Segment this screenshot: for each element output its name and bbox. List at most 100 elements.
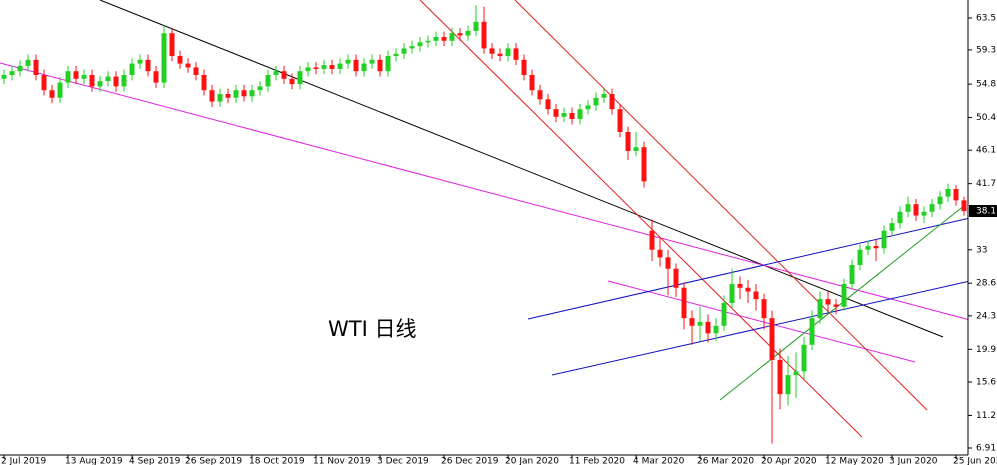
candle-body	[257, 86, 263, 91]
candle-body	[313, 67, 319, 69]
candle-body	[97, 81, 103, 87]
candle-body	[225, 93, 231, 98]
candle-body	[289, 78, 295, 85]
candle-body	[49, 90, 55, 98]
candle-body	[177, 56, 183, 64]
y-tick-label: 50.4	[976, 113, 996, 123]
y-tick-label: 28.6	[976, 279, 996, 289]
candle-body	[929, 204, 935, 212]
candle-body	[273, 71, 279, 75]
candle-body	[153, 71, 159, 83]
candle-body	[353, 59, 359, 72]
candle-body	[745, 287, 751, 292]
x-tick-label: 18 Oct 2019	[249, 457, 305, 465]
candle-body	[481, 21, 487, 49]
candle-body	[833, 304, 839, 307]
candle-body	[689, 318, 695, 326]
candle-body	[673, 268, 679, 288]
candle-body	[529, 74, 535, 91]
candle-body	[889, 223, 895, 231]
trend-line	[527, 217, 971, 320]
trend-line	[551, 280, 971, 376]
candle-body	[497, 53, 503, 57]
x-tick-label: 20 Jan 2020	[505, 457, 559, 465]
price-axis-panel	[968, 0, 997, 465]
candle-body	[9, 71, 15, 75]
candle-body	[137, 59, 143, 64]
trend-line	[0, 62, 971, 321]
candle-body	[329, 65, 335, 69]
candle-body	[905, 204, 911, 212]
candle-body	[217, 93, 223, 102]
candle-body	[681, 287, 687, 319]
x-tick-label: 25 Jun 2020	[953, 457, 997, 465]
candle-body	[761, 299, 767, 319]
candle-body	[441, 37, 447, 41]
candle-body	[409, 46, 415, 49]
candle-body	[857, 249, 863, 265]
candle-body	[1, 74, 7, 79]
candle-body	[865, 245, 871, 250]
candle-body	[113, 76, 119, 87]
x-tick-label: 11 Feb 2020	[569, 457, 625, 465]
y-tick-label: 19.9	[976, 345, 996, 355]
candle-body	[169, 33, 175, 57]
candle-body	[321, 65, 327, 69]
candle-body	[281, 71, 287, 79]
candle-body	[665, 257, 671, 269]
annotation: WTI 日线	[328, 317, 416, 341]
last-price-label: 38.1	[976, 207, 996, 217]
candle-body	[649, 230, 655, 250]
candle-body	[577, 109, 583, 120]
candle-body	[937, 196, 943, 205]
candle-body	[873, 245, 879, 249]
candle-body	[201, 74, 207, 91]
candle-body	[33, 59, 39, 75]
candle-body	[737, 283, 743, 288]
y-tick-label: 6.91	[976, 444, 996, 454]
candle-body	[841, 283, 847, 307]
candle-body	[465, 30, 471, 36]
y-tick-label: 24.3	[976, 311, 996, 321]
candle-body	[769, 318, 775, 360]
candle-body	[913, 204, 919, 216]
candle-body	[105, 76, 111, 82]
candle-body	[801, 344, 807, 372]
candle-body	[345, 59, 351, 64]
trend-line	[607, 280, 916, 363]
candle-body	[417, 42, 423, 47]
candle-body	[393, 53, 399, 57]
y-tick-label: 59.3	[976, 45, 996, 55]
candle-body	[449, 33, 455, 41]
candle-body	[425, 40, 431, 43]
x-tick-label: 3 Jun 2020	[889, 457, 938, 465]
candle-body	[305, 67, 311, 72]
candle-body	[17, 65, 23, 72]
y-tick-label: 33	[976, 245, 987, 255]
candle-body	[609, 93, 615, 110]
candle-body	[401, 48, 407, 54]
candle-body	[249, 90, 255, 97]
candle-body	[545, 99, 551, 110]
candle-body	[729, 283, 735, 303]
trend-line	[514, 0, 928, 411]
x-tick-label: 3 Dec 2019	[377, 457, 429, 465]
trend-line	[99, 0, 944, 338]
x-tick-label: 2 Jul 2019	[1, 457, 46, 465]
candle-body	[433, 37, 439, 41]
candle-body	[505, 48, 511, 57]
x-tick-label: 11 Nov 2019	[313, 457, 371, 465]
candle-body	[921, 211, 927, 216]
candle-body	[193, 67, 199, 75]
candle-body	[777, 359, 783, 395]
x-tick-label: 26 Mar 2020	[697, 457, 754, 465]
candle-body	[721, 302, 727, 326]
candle-body	[129, 63, 135, 75]
candle-body	[945, 188, 951, 197]
candle-body	[161, 33, 167, 83]
y-tick-label: 54.8	[976, 80, 996, 90]
candle-body	[25, 59, 31, 66]
candle-body	[809, 318, 815, 345]
candle-body	[657, 249, 663, 258]
